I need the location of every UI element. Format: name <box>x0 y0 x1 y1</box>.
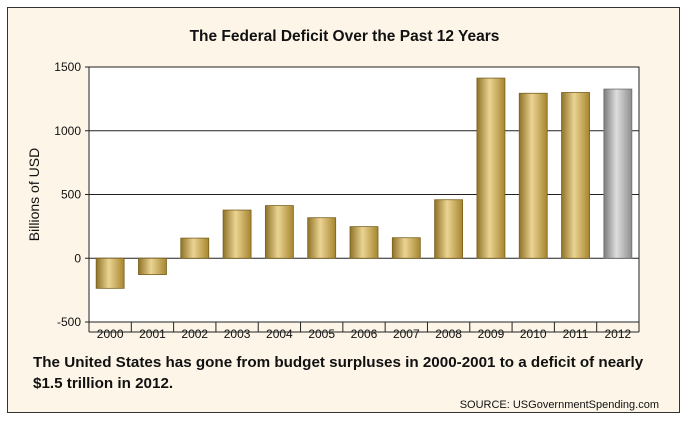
y-tick-label: -500 <box>57 315 81 329</box>
chart-caption: The United States has gone from budget s… <box>33 354 644 392</box>
x-tick-label: 2000 <box>97 327 124 341</box>
bar-2001 <box>138 257 167 275</box>
bar-2004 <box>264 205 294 259</box>
x-tick-label: 2010 <box>520 327 547 341</box>
x-tick-label: 2004 <box>266 327 293 341</box>
source-note: SOURCE: USGovernmentSpending.com <box>459 399 659 411</box>
y-tick-label: 500 <box>61 188 81 202</box>
x-tick-label: 2007 <box>393 327 420 341</box>
x-tick-label: 2006 <box>351 327 378 341</box>
bar-2011 <box>561 92 590 259</box>
x-tick-label: 2005 <box>308 327 335 341</box>
x-tick-label: 2012 <box>604 327 631 341</box>
y-tick-label: 1500 <box>54 60 81 74</box>
bar-2007 <box>391 237 421 259</box>
x-tick-label: 2008 <box>435 327 462 341</box>
chart-title: The Federal Deficit Over the Past 12 Yea… <box>189 28 500 45</box>
bar-2003 <box>222 209 252 259</box>
bar-2009 <box>476 77 506 259</box>
bar-2005 <box>307 217 337 259</box>
y-tick-label: 1000 <box>54 124 81 138</box>
x-tick-label: 2003 <box>224 327 251 341</box>
bar-2008 <box>434 199 464 259</box>
x-tick-label: 2002 <box>181 327 208 341</box>
y-axis-label: Billions of USD <box>26 148 42 241</box>
bar-2000 <box>95 257 125 289</box>
x-tick-label: 2001 <box>139 327 166 341</box>
bar-2002 <box>180 237 210 259</box>
x-tick-label: 2009 <box>478 327 505 341</box>
x-tick-label: 2011 <box>563 327 589 341</box>
bar-2010 <box>518 92 548 259</box>
bar-2012 <box>603 88 633 259</box>
y-tick-label: 0 <box>74 251 81 265</box>
bar-2006 <box>349 226 379 259</box>
